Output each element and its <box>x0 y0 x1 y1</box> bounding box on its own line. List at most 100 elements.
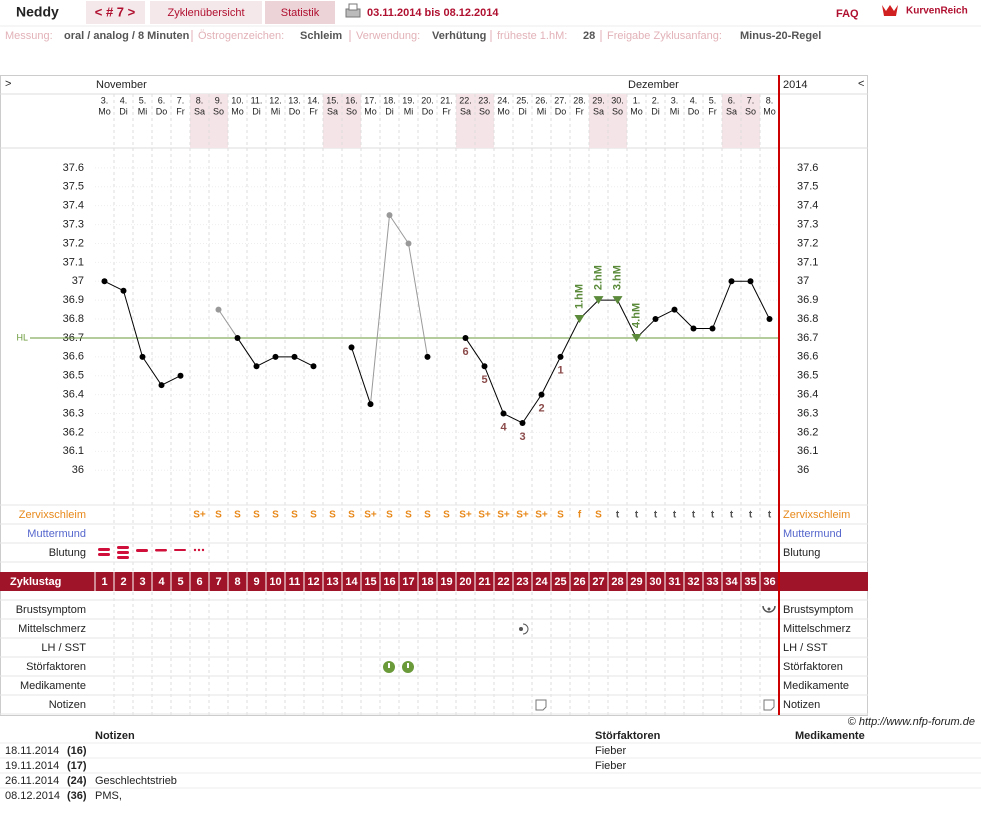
weekday-label: So <box>346 106 357 116</box>
nav-right[interactable]: < <box>858 78 864 90</box>
brand[interactable]: KurvenReich <box>906 6 968 17</box>
cycle-day: 19 <box>440 576 452 588</box>
date-label: 6. <box>158 95 166 105</box>
weekday-label: Di <box>252 106 261 116</box>
cycle-day: 1 <box>101 576 107 588</box>
y-tick-label: 37.4 <box>63 200 84 212</box>
y-tick-label: 36.1 <box>797 445 818 457</box>
date-label: 7. <box>177 95 185 105</box>
weekday-label: Mo <box>497 106 510 116</box>
cycle-day: 15 <box>364 576 376 588</box>
tab-label[interactable]: Zyklenübersicht <box>167 7 244 19</box>
bleeding-icons <box>98 546 205 559</box>
cycle-day: 26 <box>573 576 585 588</box>
point <box>158 382 165 389</box>
cycle-day: 22 <box>497 576 509 588</box>
y-tick-label: 37.2 <box>63 237 84 249</box>
date-label: 23. <box>478 95 491 105</box>
weekday-label: So <box>479 106 490 116</box>
point <box>348 344 355 351</box>
line-segment <box>389 214 409 244</box>
y-tick-label: 36.6 <box>797 351 818 363</box>
y-tick-label: 36.2 <box>63 426 84 438</box>
pain-icon <box>522 623 529 635</box>
nav-left[interactable]: > <box>5 78 11 90</box>
nav-tab[interactable] <box>86 1 145 24</box>
line-segment <box>408 243 428 357</box>
weekday-label: Sa <box>593 106 604 116</box>
line-segment <box>104 280 124 292</box>
cycle-day: 35 <box>744 576 756 588</box>
weekend-shade <box>342 94 361 148</box>
cycle-nav[interactable]: < # 7 > <box>95 4 136 19</box>
point-number: 1 <box>557 365 563 377</box>
row-label: Brustsymptom <box>783 604 853 616</box>
point-number: 5 <box>481 374 487 386</box>
tab-label[interactable]: Statistik <box>281 7 320 19</box>
line-segment <box>161 375 181 386</box>
cell-symbol: t <box>616 510 620 521</box>
tab[interactable] <box>150 1 262 24</box>
cycle-day: 17 <box>402 576 414 588</box>
point-number: 2 <box>538 403 544 415</box>
bleed <box>174 549 186 551</box>
row-label: Zervixschleim <box>783 509 850 521</box>
brand-icon <box>882 5 898 16</box>
weekday-label: Di <box>518 106 527 116</box>
weekend-shade <box>323 94 342 148</box>
print-icon[interactable] <box>345 3 361 18</box>
point <box>671 306 678 313</box>
date-label: 16. <box>345 95 358 105</box>
line-segment <box>522 394 542 424</box>
line-segment <box>503 413 523 424</box>
cycle-day: 4 <box>158 576 165 588</box>
date-range: 03.11.2014 bis 08.12.2014 <box>367 7 499 19</box>
notes-header: Medikamente <box>795 730 865 742</box>
weekday-label: Mi <box>138 106 148 116</box>
tab[interactable] <box>265 1 335 24</box>
row-label: Muttermund <box>783 528 842 540</box>
point <box>462 334 469 341</box>
weekend-shade <box>722 94 741 148</box>
date-label: 18. <box>383 95 396 105</box>
point <box>631 333 642 342</box>
date-label: 15. <box>326 95 339 105</box>
point <box>574 315 585 324</box>
y-tick-label: 37.2 <box>797 237 818 249</box>
cycle-day: 36 <box>763 576 775 588</box>
date-label: 7. <box>747 95 755 105</box>
y-tick-label: 36.3 <box>797 407 818 419</box>
note-icon[interactable] <box>535 699 547 711</box>
meta-label: Freigabe Zyklusanfang: <box>607 30 722 42</box>
line-segment <box>351 347 371 405</box>
exclamation <box>407 663 409 668</box>
note-icon[interactable] <box>763 699 775 711</box>
weekday-label: Fr <box>442 106 451 116</box>
notes-cell: Fieber <box>595 745 627 757</box>
weekend-shade <box>190 94 209 148</box>
point <box>500 410 507 417</box>
notes-cell: Fieber <box>595 760 627 772</box>
cycle-day: 16 <box>383 576 395 588</box>
hm-label: 4.hM <box>630 303 642 328</box>
cycle-day: 24 <box>535 576 548 588</box>
date-label: 6. <box>728 95 736 105</box>
y-tick-label: 36.4 <box>63 389 84 401</box>
y-tick-label: 37.3 <box>63 218 84 230</box>
cell-symbol: S <box>557 510 564 521</box>
notes-header: Notizen <box>95 730 135 742</box>
cell-symbol: S+ <box>516 510 529 521</box>
weekend-shade <box>741 94 760 148</box>
notes-cell: 26.11.2014 <box>5 775 59 787</box>
cell-symbol: S+ <box>459 510 472 521</box>
cell-symbol: S+ <box>497 510 510 521</box>
y-tick-label: 36 <box>797 464 809 476</box>
y-tick-label: 37.6 <box>63 162 84 174</box>
faq-link[interactable]: FAQ <box>836 8 859 20</box>
cycle-label: Zyklustag <box>10 576 61 588</box>
date-label: 8. <box>766 95 774 105</box>
cell-symbol: t <box>730 510 734 521</box>
weekday-label: So <box>612 106 623 116</box>
cell-symbol: S+ <box>364 510 377 521</box>
